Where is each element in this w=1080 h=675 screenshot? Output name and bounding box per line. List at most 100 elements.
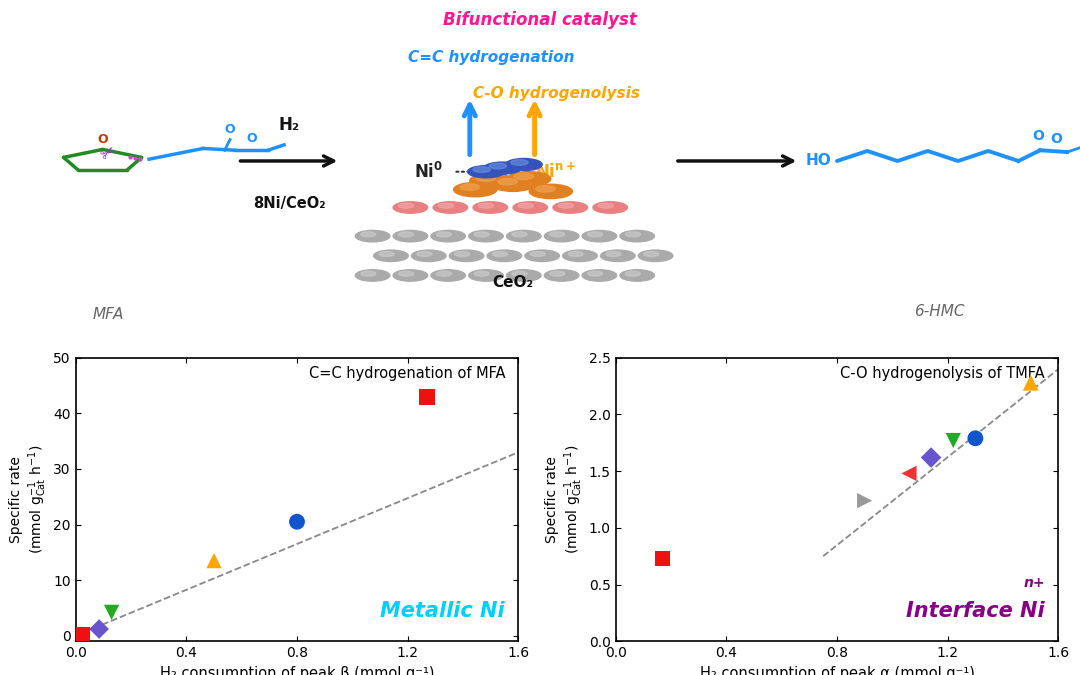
Point	[901, 468, 918, 479]
Circle shape	[355, 230, 390, 242]
Text: HO: HO	[806, 153, 832, 169]
Circle shape	[411, 250, 446, 261]
Circle shape	[512, 232, 527, 237]
Circle shape	[620, 230, 654, 242]
Point	[1022, 377, 1039, 388]
Circle shape	[598, 203, 613, 208]
Circle shape	[558, 203, 573, 208]
Circle shape	[438, 203, 454, 208]
Circle shape	[399, 271, 414, 276]
Circle shape	[525, 250, 559, 261]
Circle shape	[644, 252, 659, 256]
Circle shape	[417, 252, 432, 256]
Circle shape	[484, 162, 521, 174]
Text: O: O	[1051, 132, 1062, 146]
Circle shape	[473, 167, 490, 172]
Circle shape	[469, 230, 503, 242]
Circle shape	[473, 202, 508, 213]
Text: C-O hydrogenolysis: C-O hydrogenolysis	[473, 86, 639, 101]
Y-axis label: Specific rate
(mmol $\mathregular{g_{Cat}^{-1}}$ h$^{-1}$): Specific rate (mmol $\mathregular{g_{Cat…	[544, 445, 584, 554]
Point	[856, 495, 874, 506]
Circle shape	[511, 159, 528, 165]
Circle shape	[393, 202, 428, 213]
Text: H₂: H₂	[279, 116, 300, 134]
X-axis label: H₂ consumption of peak β (mmol g⁻¹): H₂ consumption of peak β (mmol g⁻¹)	[160, 666, 434, 675]
Circle shape	[588, 271, 603, 276]
Circle shape	[638, 250, 673, 261]
Point	[922, 452, 940, 463]
Text: O: O	[97, 133, 108, 146]
Text: $\mathbf{Ni^{n+}}$: $\mathbf{Ni^{n+}}$	[535, 162, 576, 182]
Circle shape	[513, 202, 548, 213]
Text: O: O	[1032, 129, 1043, 143]
Circle shape	[379, 252, 394, 256]
Text: CeO₂: CeO₂	[492, 275, 534, 290]
Circle shape	[436, 271, 451, 276]
Circle shape	[606, 252, 621, 256]
Point	[288, 516, 306, 527]
Circle shape	[474, 232, 489, 237]
Point	[103, 607, 120, 618]
Y-axis label: Specific rate
(mmol $\mathregular{g_{Cat}^{-1}}$ h$^{-1}$): Specific rate (mmol $\mathregular{g_{Cat…	[10, 445, 49, 554]
Text: O: O	[246, 132, 257, 145]
Text: Bifunctional catalyst: Bifunctional catalyst	[443, 11, 637, 29]
Circle shape	[489, 163, 507, 169]
Circle shape	[399, 232, 414, 237]
Circle shape	[568, 252, 583, 256]
Circle shape	[478, 203, 494, 208]
Circle shape	[553, 202, 588, 213]
Point	[91, 624, 108, 634]
Circle shape	[512, 271, 527, 276]
Circle shape	[625, 232, 640, 237]
Circle shape	[469, 270, 503, 281]
Circle shape	[550, 271, 565, 276]
Point	[967, 433, 984, 443]
Circle shape	[468, 165, 504, 178]
Circle shape	[393, 270, 428, 281]
Circle shape	[530, 252, 545, 256]
Circle shape	[470, 173, 513, 188]
Circle shape	[399, 203, 414, 208]
Point	[205, 556, 222, 566]
X-axis label: H₂ consumption of peak α (mmol g⁻¹): H₂ consumption of peak α (mmol g⁻¹)	[700, 666, 974, 675]
Circle shape	[536, 186, 555, 192]
Circle shape	[460, 184, 480, 190]
Circle shape	[491, 177, 535, 192]
Circle shape	[449, 250, 484, 261]
Circle shape	[514, 173, 534, 180]
Circle shape	[582, 230, 617, 242]
Circle shape	[593, 202, 627, 213]
Circle shape	[529, 184, 572, 198]
Circle shape	[433, 202, 468, 213]
Text: MFA: MFA	[92, 307, 124, 323]
Text: ✂: ✂	[97, 142, 119, 165]
Circle shape	[507, 230, 541, 242]
Circle shape	[431, 230, 465, 242]
Text: O: O	[225, 123, 235, 136]
Circle shape	[550, 232, 565, 237]
Circle shape	[455, 252, 470, 256]
Circle shape	[544, 270, 579, 281]
Circle shape	[625, 271, 640, 276]
Circle shape	[508, 171, 551, 186]
Circle shape	[620, 270, 654, 281]
Point	[418, 392, 435, 402]
Text: C=C hydrogenation: C=C hydrogenation	[408, 50, 575, 65]
Circle shape	[355, 270, 390, 281]
Text: Interface Ni: Interface Ni	[906, 601, 1045, 622]
Circle shape	[476, 175, 496, 182]
Circle shape	[498, 178, 517, 185]
Text: $\mathbf{Ni^0}$: $\mathbf{Ni^0}$	[414, 162, 443, 182]
Circle shape	[582, 270, 617, 281]
Circle shape	[544, 230, 579, 242]
Circle shape	[518, 203, 534, 208]
Circle shape	[492, 252, 508, 256]
Text: 8Ni/CeO₂: 8Ni/CeO₂	[253, 196, 326, 211]
Point	[654, 553, 672, 564]
Text: C-O hydrogenolysis of TMFA: C-O hydrogenolysis of TMFA	[840, 367, 1045, 381]
Circle shape	[487, 250, 522, 261]
Circle shape	[361, 232, 376, 237]
Circle shape	[588, 232, 603, 237]
Circle shape	[507, 270, 541, 281]
Circle shape	[474, 271, 489, 276]
